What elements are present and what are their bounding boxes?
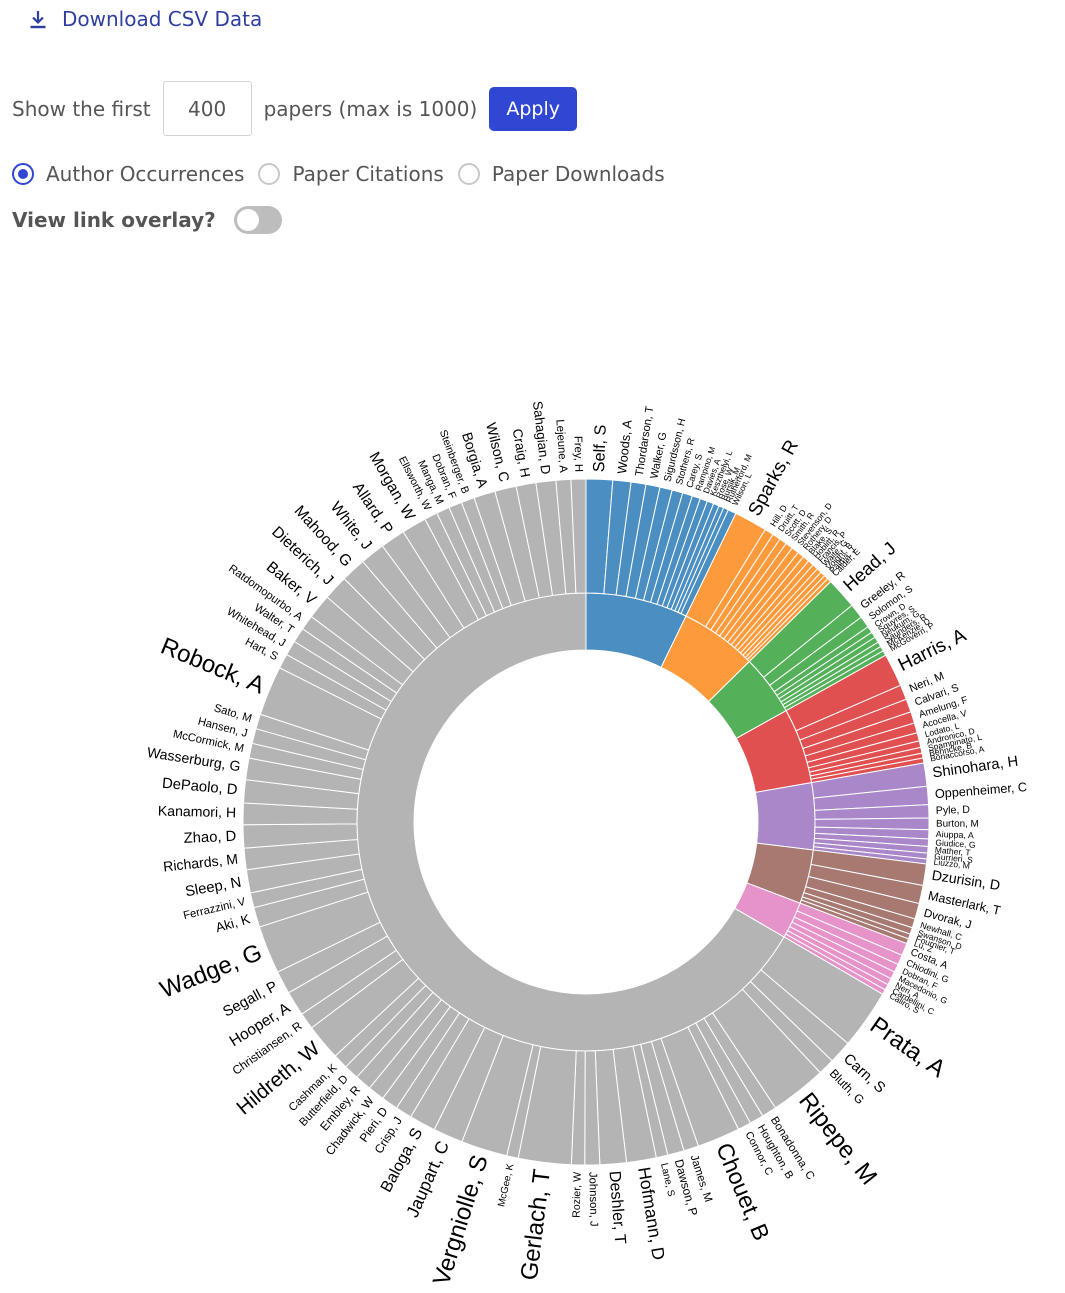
author-label: Prata, A [865,1012,950,1083]
radio-unselected-icon[interactable] [457,163,480,185]
author-label: Sahagian, D [530,400,554,475]
author-label: Mather, T [934,845,970,858]
download-csv-link[interactable]: Download CSV Data [28,4,262,34]
apply-button[interactable]: Apply [489,86,577,131]
link-overlay-label: View link overlay? [12,208,216,232]
radio-label: Paper Downloads [491,162,665,186]
author-label: Burton, M [936,819,979,830]
author-label: Oppenheimer, C [934,780,1027,801]
radio-paper-citations[interactable]: Paper Citations [258,162,444,186]
link-overlay-toggle[interactable] [233,206,282,234]
author-label: DePaolo, D [161,776,238,799]
download-icon [30,11,46,29]
author-label: Liuzzo, M [933,857,970,871]
author-label: Sleep, N [184,875,243,901]
author-label: Rozier, W [571,1172,584,1218]
author-label: Dzurisin, D [931,867,1002,893]
author-label: Frey, H [572,436,585,472]
paper-count-input[interactable] [162,81,252,136]
radio-author-occurrences[interactable]: Author Occurrences [12,162,244,186]
download-label: Download CSV Data [62,7,263,31]
radio-paper-downloads[interactable]: Paper Downloads [457,162,665,186]
author-label: Zhao, D [183,829,236,847]
author-label: Self, S [590,424,610,473]
author-label: Lejeune, A [553,419,569,474]
author-segment[interactable] [570,478,587,594]
metric-radio-group: Author Occurrences Paper Citations Paper… [12,162,679,186]
author-label: Gerlach, T [516,1167,556,1281]
show-first-label: Show the first [12,96,151,121]
max-papers-label: papers (max is 1000) [263,96,478,121]
author-label: Giudice, G [935,837,976,849]
author-label: Pyle, D [936,804,971,817]
radio-selected-icon[interactable] [12,163,34,185]
radio-label: Paper Citations [292,162,444,186]
author-label: Aiuppa, A [936,829,974,840]
link-overlay-row: View link overlay? [12,206,282,234]
author-label: Craig, H [510,428,533,479]
author-label: Woods, A [615,419,635,475]
radio-label: Author Occurrences [46,162,245,186]
radio-unselected-icon[interactable] [258,163,281,185]
inner-group-arc[interactable] [754,782,816,851]
paper-count-controls: Show the first papers (max is 1000) Appl… [12,80,577,137]
author-label: Gurrieri, S [934,851,974,865]
author-label: Deshler, T [606,1170,630,1245]
author-label: Richards, M [162,851,238,875]
author-label: Aki, K [214,911,252,935]
author-label: Kanamori, H [158,802,237,820]
author-label: Johnson, J [586,1172,599,1227]
author-label: McGee, K [496,1162,516,1208]
